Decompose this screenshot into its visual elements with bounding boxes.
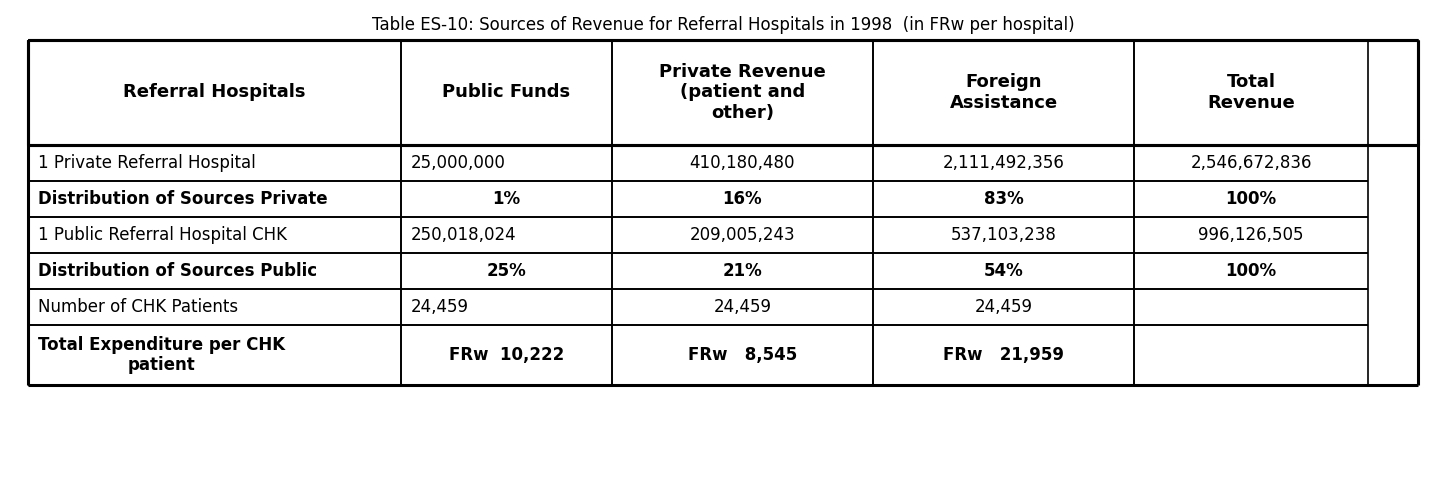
Text: 2,546,672,836: 2,546,672,836 — [1190, 154, 1312, 172]
Text: 250,018,024: 250,018,024 — [411, 226, 516, 244]
Text: Distribution of Sources Public: Distribution of Sources Public — [38, 262, 317, 280]
Text: 83%: 83% — [983, 190, 1024, 208]
Text: 25%: 25% — [486, 262, 526, 280]
Text: 54%: 54% — [983, 262, 1024, 280]
Text: Distribution of Sources Private: Distribution of Sources Private — [38, 190, 328, 208]
Text: 21%: 21% — [723, 262, 762, 280]
Text: FRw   8,545: FRw 8,545 — [688, 346, 797, 364]
Text: 209,005,243: 209,005,243 — [690, 226, 795, 244]
Text: Table ES-10: Sources of Revenue for Referral Hospitals in 1998  (in FRw per hosp: Table ES-10: Sources of Revenue for Refe… — [372, 16, 1074, 34]
Text: 100%: 100% — [1226, 262, 1277, 280]
Text: 24,459: 24,459 — [713, 298, 772, 316]
Text: 537,103,238: 537,103,238 — [951, 226, 1057, 244]
Text: 1 Public Referral Hospital CHK: 1 Public Referral Hospital CHK — [38, 226, 286, 244]
Text: Referral Hospitals: Referral Hospitals — [123, 83, 305, 102]
Text: 2,111,492,356: 2,111,492,356 — [943, 154, 1064, 172]
Text: 1%: 1% — [492, 190, 521, 208]
Text: 1 Private Referral Hospital: 1 Private Referral Hospital — [38, 154, 256, 172]
Text: 410,180,480: 410,180,480 — [690, 154, 795, 172]
Text: Number of CHK Patients: Number of CHK Patients — [38, 298, 239, 316]
Text: Total
Revenue: Total Revenue — [1207, 73, 1296, 112]
Text: Foreign
Assistance: Foreign Assistance — [950, 73, 1058, 112]
Text: Public Funds: Public Funds — [442, 83, 570, 102]
Text: 25,000,000: 25,000,000 — [411, 154, 506, 172]
Text: Total Expenditure per CHK
patient: Total Expenditure per CHK patient — [38, 335, 285, 375]
Text: FRw   21,959: FRw 21,959 — [943, 346, 1064, 364]
Text: 24,459: 24,459 — [411, 298, 469, 316]
Text: 24,459: 24,459 — [975, 298, 1032, 316]
Text: Private Revenue
(patient and
other): Private Revenue (patient and other) — [659, 63, 826, 122]
Text: 996,126,505: 996,126,505 — [1199, 226, 1304, 244]
Text: 16%: 16% — [723, 190, 762, 208]
Text: FRw  10,222: FRw 10,222 — [448, 346, 564, 364]
Text: 100%: 100% — [1226, 190, 1277, 208]
